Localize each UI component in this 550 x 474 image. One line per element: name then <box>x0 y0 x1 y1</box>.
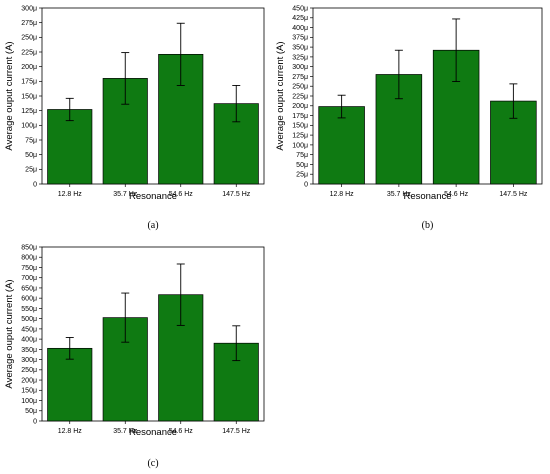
panel-label: (c) <box>147 458 158 469</box>
y-tick-label: 225μ <box>292 93 308 100</box>
bar <box>318 106 365 185</box>
chart-panel-a: 0 25μ 50μ 75μ 100μ 125μ 150μ 175μ 200μ 225μ 250μ 27… <box>4 5 265 231</box>
y-tick-label: 400μ <box>21 337 37 344</box>
x-axis-label: Resonance <box>403 191 451 202</box>
x-tick-label: 35.7 Hz <box>113 191 138 198</box>
y-tick-label: 250μ <box>21 367 37 374</box>
y-tick-label: 150μ <box>21 388 37 395</box>
y-tick-label: 0 <box>304 181 308 188</box>
y-tick-label: 250μ <box>21 35 37 42</box>
y-tick-label: 150μ <box>292 123 308 130</box>
y-tick-label: 0 <box>33 181 37 188</box>
y-tick-label: 550μ <box>21 306 37 313</box>
y-tick-label: 125μ <box>21 108 37 115</box>
chart-panel-b: 0 25μ 50μ 75μ 100μ 125μ 150μ 175μ 200μ 225μ 250μ 27… <box>275 5 543 231</box>
y-tick-label: 100μ <box>21 398 37 405</box>
y-tick-label: 125μ <box>292 133 308 140</box>
y-axis-label: Average ouput current (A) <box>275 41 286 150</box>
y-tick-label: 25μ <box>25 167 37 174</box>
y-tick-label: 325μ <box>292 54 308 61</box>
y-tick-label: 275μ <box>21 20 37 27</box>
y-tick-label: 50μ <box>25 408 37 415</box>
y-tick-label: 350μ <box>292 45 308 52</box>
y-tick-label: 275μ <box>292 74 308 81</box>
y-tick-label: 450μ <box>21 326 37 333</box>
panel-label: (a) <box>147 220 158 231</box>
x-tick-label: 147.5 Hz <box>222 191 251 198</box>
y-tick-label: 450μ <box>292 5 308 12</box>
y-tick-label: 50μ <box>296 162 308 169</box>
y-tick-label: 200μ <box>21 64 37 71</box>
y-tick-label: 750μ <box>21 265 37 272</box>
y-tick-label: 200μ <box>292 103 308 110</box>
y-tick-label: 850μ <box>21 244 37 251</box>
y-axis-label: Average ouput current (A) <box>4 41 15 150</box>
y-tick-label: 300μ <box>21 5 37 12</box>
x-tick-label: 54.6 Hz <box>444 191 469 198</box>
y-tick-label: 0 <box>33 418 37 425</box>
y-tick-label: 150μ <box>21 93 37 100</box>
y-tick-label: 650μ <box>21 285 37 292</box>
x-axis-label: Resonance <box>129 427 177 438</box>
y-tick-label: 700μ <box>21 275 37 282</box>
bar <box>47 347 93 422</box>
y-tick-label: 300μ <box>292 64 308 71</box>
x-tick-label: 35.7 Hz <box>113 428 138 435</box>
bar <box>47 109 93 185</box>
y-tick-label: 175μ <box>21 79 37 86</box>
y-tick-label: 200μ <box>21 377 37 384</box>
x-axis-label: Resonance <box>129 191 177 202</box>
y-tick-label: 250μ <box>292 84 308 91</box>
y-axis-label: Average ouput current (A) <box>4 279 15 388</box>
x-tick-label: 35.7 Hz <box>387 191 412 198</box>
y-tick-label: 800μ <box>21 255 37 262</box>
y-tick-label: 425μ <box>292 15 308 22</box>
panel-label: (b) <box>422 220 434 231</box>
y-tick-label: 25μ <box>296 172 308 179</box>
x-tick-label: 54.6 Hz <box>169 191 194 198</box>
y-tick-label: 100μ <box>292 142 308 149</box>
y-tick-label: 225μ <box>21 49 37 56</box>
x-tick-label: 54.6 Hz <box>169 428 194 435</box>
y-tick-label: 300μ <box>21 357 37 364</box>
y-tick-label: 600μ <box>21 296 37 303</box>
x-tick-label: 12.8 Hz <box>58 191 83 198</box>
y-tick-label: 400μ <box>292 25 308 32</box>
y-tick-label: 75μ <box>296 152 308 159</box>
y-tick-label: 375μ <box>292 35 308 42</box>
y-tick-label: 75μ <box>25 137 37 144</box>
y-tick-label: 350μ <box>21 347 37 354</box>
y-tick-label: 50μ <box>25 152 37 159</box>
x-tick-label: 12.8 Hz <box>58 428 83 435</box>
plot-frame <box>41 246 265 422</box>
chart-panel-c: 0 50μ 100μ 150μ 200μ 250μ 300μ 350μ 400μ 450μ 500μ… <box>4 244 265 469</box>
x-tick-label: 147.5 Hz <box>499 191 528 198</box>
y-tick-label: 500μ <box>21 316 37 323</box>
x-tick-label: 12.8 Hz <box>330 191 355 198</box>
y-tick-label: 175μ <box>292 113 308 120</box>
x-tick-label: 147.5 Hz <box>222 428 251 435</box>
y-tick-label: 100μ <box>21 123 37 130</box>
